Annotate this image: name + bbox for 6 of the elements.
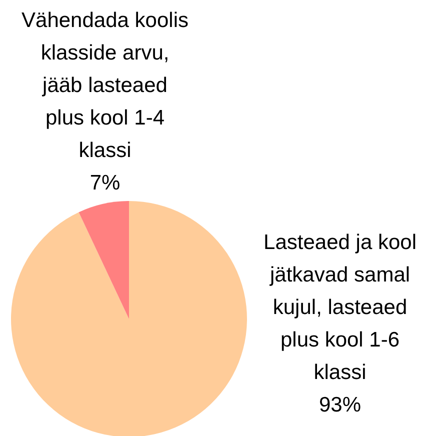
pie-slice <box>78 201 129 319</box>
pie-slice <box>11 201 247 436</box>
data-label: 7% <box>90 172 120 194</box>
slice-label: Vähendada koolis klasside arvu, jääb lasteaed plus kool 1-4 klassi <box>22 9 188 162</box>
slice-label: Lasteaed ja kool jätkavad samal kujul, lasteaed plus kool 1-6 klassi <box>264 231 416 384</box>
data-label: 93% <box>318 394 362 416</box>
